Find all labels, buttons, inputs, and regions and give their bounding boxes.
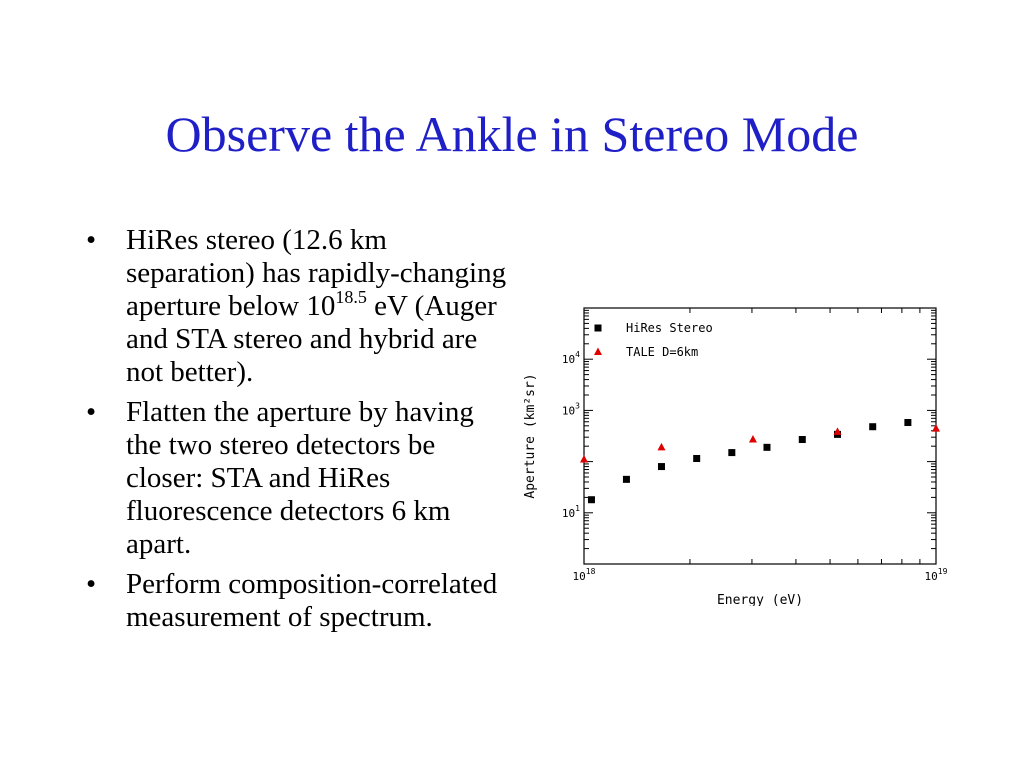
x-tick-label: 1019 bbox=[925, 567, 948, 583]
bullet-list: • HiRes stereo (12.6 km separation) has … bbox=[78, 224, 508, 641]
bullet-text: Flatten the aperture by having the two s… bbox=[126, 396, 474, 560]
bullet-item: • Flatten the aperture by having the two… bbox=[78, 396, 508, 561]
legend-marker-square bbox=[594, 324, 602, 332]
bullet-dot-icon: • bbox=[86, 396, 97, 428]
data-point bbox=[587, 496, 595, 504]
bullet-text: HiRes stereo (12.6 km separation) has ra… bbox=[126, 224, 507, 322]
data-point bbox=[622, 475, 630, 483]
y-tick-label: 101 bbox=[562, 504, 580, 520]
plot-frame bbox=[583, 307, 937, 565]
x-axis-label: Energy (eV) bbox=[717, 593, 803, 606]
bullet-dot-icon: • bbox=[86, 568, 97, 600]
data-point bbox=[657, 442, 666, 451]
y-axis-label: Aperture (km²sr) bbox=[523, 373, 538, 498]
data-point bbox=[748, 435, 757, 443]
legend-label: HiRes Stereo bbox=[626, 321, 713, 335]
data-point bbox=[932, 424, 940, 432]
data-point bbox=[728, 449, 736, 457]
bullet-dot-icon: • bbox=[86, 224, 97, 256]
data-point bbox=[869, 423, 877, 431]
bullet-text: Perform composition-correlated measureme… bbox=[126, 568, 498, 633]
data-point bbox=[763, 443, 771, 451]
bullet-text-continued: eV (Auger and STA stereo and hybrid are … bbox=[126, 290, 497, 388]
y-tick-label: 103 bbox=[562, 401, 580, 417]
data-point bbox=[657, 463, 665, 471]
y-tick-label: 104 bbox=[562, 350, 580, 366]
data-point bbox=[798, 436, 806, 444]
legend-label: TALE D=6km bbox=[626, 345, 698, 359]
data-point bbox=[580, 454, 588, 463]
data-point bbox=[693, 454, 701, 462]
bullet-item: • Perform composition-correlated measure… bbox=[78, 568, 508, 634]
slide-title: Observe the Ankle in Stereo Mode bbox=[165, 106, 859, 162]
bullet-item: • HiRes stereo (12.6 km separation) has … bbox=[78, 224, 508, 389]
aperture-chart: 1018 1019 101 103 104 Energy (eV) Aperture (km… bbox=[523, 307, 948, 606]
data-point bbox=[833, 427, 842, 435]
legend-marker-triangle bbox=[594, 347, 602, 355]
data-point bbox=[904, 419, 912, 427]
bullet-exponent: 18.5 bbox=[335, 287, 367, 307]
x-tick-label: 1018 bbox=[573, 567, 596, 583]
